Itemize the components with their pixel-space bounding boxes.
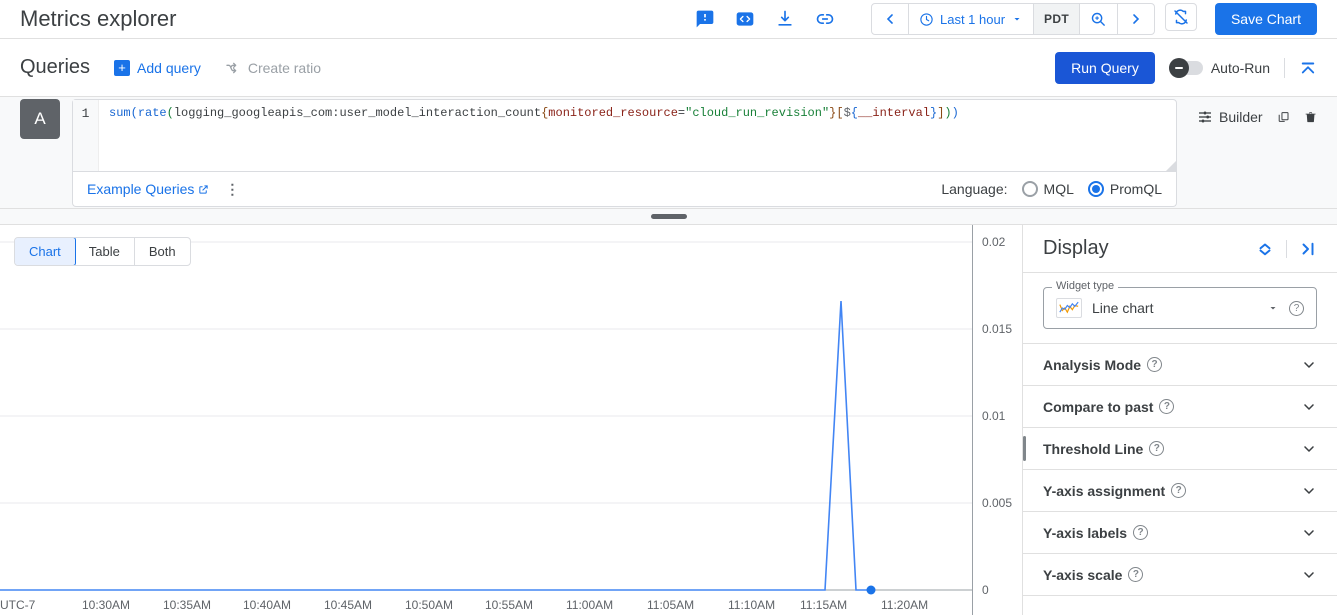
svg-text:0.01: 0.01 [982, 409, 1006, 423]
svg-text:11:15AM: 11:15AM [800, 598, 847, 612]
svg-text:10:45AM: 10:45AM [324, 598, 372, 612]
svg-text:0.02: 0.02 [982, 235, 1006, 249]
svg-text:0: 0 [982, 583, 989, 597]
svg-text:11:00AM: 11:00AM [566, 598, 613, 612]
svg-text:10:50AM: 10:50AM [405, 598, 453, 612]
svg-text:10:40AM: 10:40AM [243, 598, 291, 612]
svg-text:11:20AM: 11:20AM [881, 598, 928, 612]
svg-text:10:30AM: 10:30AM [82, 598, 130, 612]
svg-text:UTC-7: UTC-7 [0, 598, 36, 612]
svg-text:11:05AM: 11:05AM [647, 598, 694, 612]
svg-text:0.015: 0.015 [982, 322, 1012, 336]
svg-text:11:10AM: 11:10AM [728, 598, 775, 612]
svg-text:0.005: 0.005 [982, 496, 1012, 510]
svg-text:10:55AM: 10:55AM [485, 598, 533, 612]
svg-text:10:35AM: 10:35AM [163, 598, 211, 612]
